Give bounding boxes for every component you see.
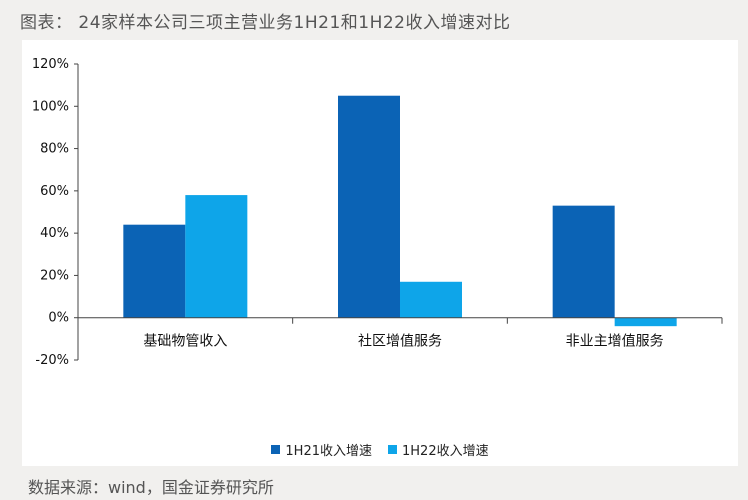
bar-chart: -20% 0% 20% 40% 60% 80% 100% 120% 基础物管收入 社区增值服务 非… xyxy=(32,57,723,368)
bars xyxy=(123,95,677,327)
y-tick-label: 120% xyxy=(32,57,69,72)
bar-1h22-2 xyxy=(614,317,677,327)
y-tick-label: 80% xyxy=(40,142,69,157)
legend: 1H21收入增速 1H22收入增速 xyxy=(22,440,738,459)
bar-1h21-1 xyxy=(338,95,400,318)
legend-swatch-1h21 xyxy=(271,445,281,454)
legend-label-1h22: 1H22收入增速 xyxy=(402,444,489,459)
y-tick-label: 60% xyxy=(40,184,69,199)
y-tick-label: -20% xyxy=(35,353,69,368)
x-axis: 基础物管收入 社区增值服务 非业主增值服务 xyxy=(78,317,723,350)
x-category-label: 基础物管收入 xyxy=(143,333,227,350)
legend-item-1h22: 1H22收入增速 xyxy=(388,440,489,459)
x-category-label: 非业主增值服务 xyxy=(566,334,664,350)
y-axis: -20% 0% 20% 40% 60% 80% 100% 120% xyxy=(32,57,79,368)
y-tick-label: 100% xyxy=(32,99,69,114)
legend-label-1h21: 1H21收入增速 xyxy=(285,444,372,459)
chart-panel: -20% 0% 20% 40% 60% 80% 100% 120% 基础物管收入 社区增值服务 非… xyxy=(22,40,738,466)
bar-1h22-0 xyxy=(185,195,248,318)
x-category-label: 社区增值服务 xyxy=(358,334,442,350)
bar-1h21-0 xyxy=(123,224,186,318)
legend-swatch-1h22 xyxy=(388,445,397,454)
legend-item-1h21: 1H21收入增速 xyxy=(271,440,372,459)
y-tick-label: 20% xyxy=(40,268,69,283)
bar-1h21-2 xyxy=(552,205,615,318)
figure-title: 图表： 24家样本公司三项主营业务1H21和1H22收入增速对比 xyxy=(20,13,511,33)
bar-1h22-1 xyxy=(400,281,462,318)
source-note: 数据来源：wind，国金证券研究所 xyxy=(28,478,274,497)
y-tick-label: 40% xyxy=(40,226,69,241)
y-tick-label: 0% xyxy=(48,311,69,326)
